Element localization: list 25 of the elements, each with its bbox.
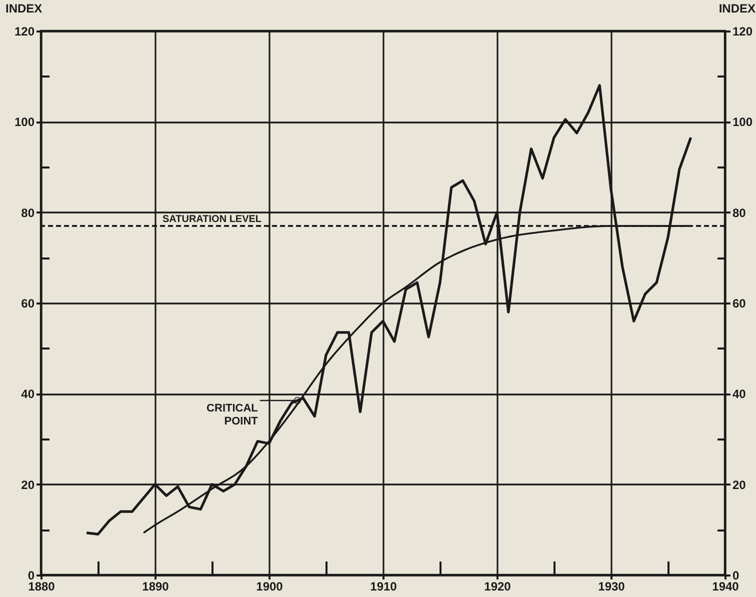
x-tick-label: 1900: [256, 580, 284, 594]
y2-tick-label: 80: [732, 206, 746, 220]
x-tick-label: 1920: [484, 580, 512, 594]
y-tick-label: 20: [21, 478, 35, 492]
y2-tick-label: 120: [732, 24, 753, 38]
y-tick-label: 40: [21, 387, 35, 402]
x-tick-label: 1940: [712, 580, 740, 594]
x-tick-label: 1930: [598, 580, 626, 594]
ref-line-label: SATURATION LEVEL: [162, 214, 262, 225]
y-tick-label: 120: [14, 24, 35, 38]
y2-tick-label: 0: [732, 568, 740, 582]
y-tick-label: 100: [14, 115, 35, 130]
x-tick-label: 1880: [28, 580, 56, 594]
y2-tick-label: 40: [732, 387, 746, 402]
y2-tick-label: 20: [732, 478, 746, 492]
y-axis-title: INDEX: [6, 2, 42, 16]
x-tick-label: 1890: [142, 580, 170, 594]
y2-tick-label: 60: [732, 296, 746, 310]
y-tick-label: 0: [28, 568, 35, 582]
x-tick-label: 1910: [370, 580, 398, 594]
y2-tick-label: 100: [732, 115, 753, 130]
y-tick-label: 80: [21, 206, 35, 220]
annotation: CRITICAL POINT: [206, 402, 258, 428]
y2-axis-title: INDEX: [718, 2, 756, 16]
y-tick-label: 60: [21, 296, 35, 310]
